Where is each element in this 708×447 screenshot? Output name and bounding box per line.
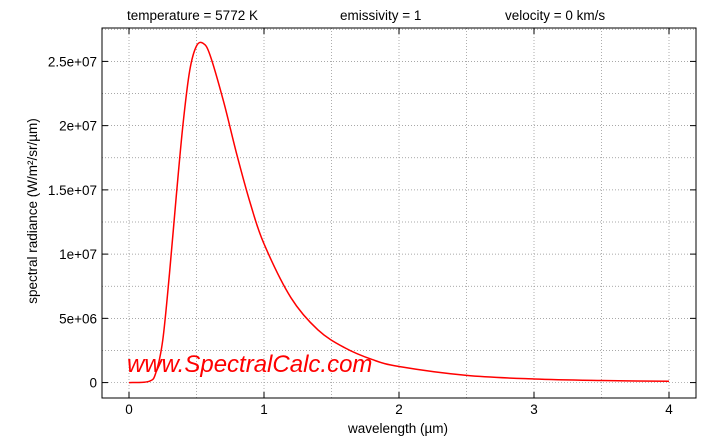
y-tick-label: 0 [89, 376, 97, 391]
x-tick-labels: 0 1 2 3 4 [125, 402, 673, 417]
watermark: www.SpectralCalc.com [127, 351, 372, 378]
y-tick-label: 2e+07 [59, 119, 97, 134]
header-emissivity: emissivity = 1 [340, 8, 421, 23]
y-axis-label: spectral radiance (W/m²/sr/µm) [25, 118, 40, 304]
radiance-curve [128, 41, 670, 384]
header-velocity: velocity = 0 km/s [505, 8, 605, 23]
x-tick-label: 0 [125, 402, 133, 417]
y-tick-label: 5e+06 [59, 311, 97, 326]
grid [102, 28, 696, 398]
x-tick-label: 2 [395, 402, 403, 417]
x-tick-label: 1 [260, 402, 268, 417]
y-tick-label: 2.5e+07 [48, 54, 97, 69]
x-tick-label: 4 [665, 402, 673, 417]
plot-frame [101, 27, 697, 399]
axis-ticks [102, 28, 696, 398]
y-tick-label: 1e+07 [59, 247, 97, 262]
header-temperature: temperature = 5772 K [127, 8, 258, 23]
x-tick-label: 3 [530, 402, 538, 417]
x-axis-label: wavelength (µm) [347, 421, 448, 436]
y-tick-labels: 0 5e+06 1e+07 1.5e+07 2e+07 2.5e+07 [48, 54, 97, 390]
y-tick-label: 1.5e+07 [48, 183, 97, 198]
